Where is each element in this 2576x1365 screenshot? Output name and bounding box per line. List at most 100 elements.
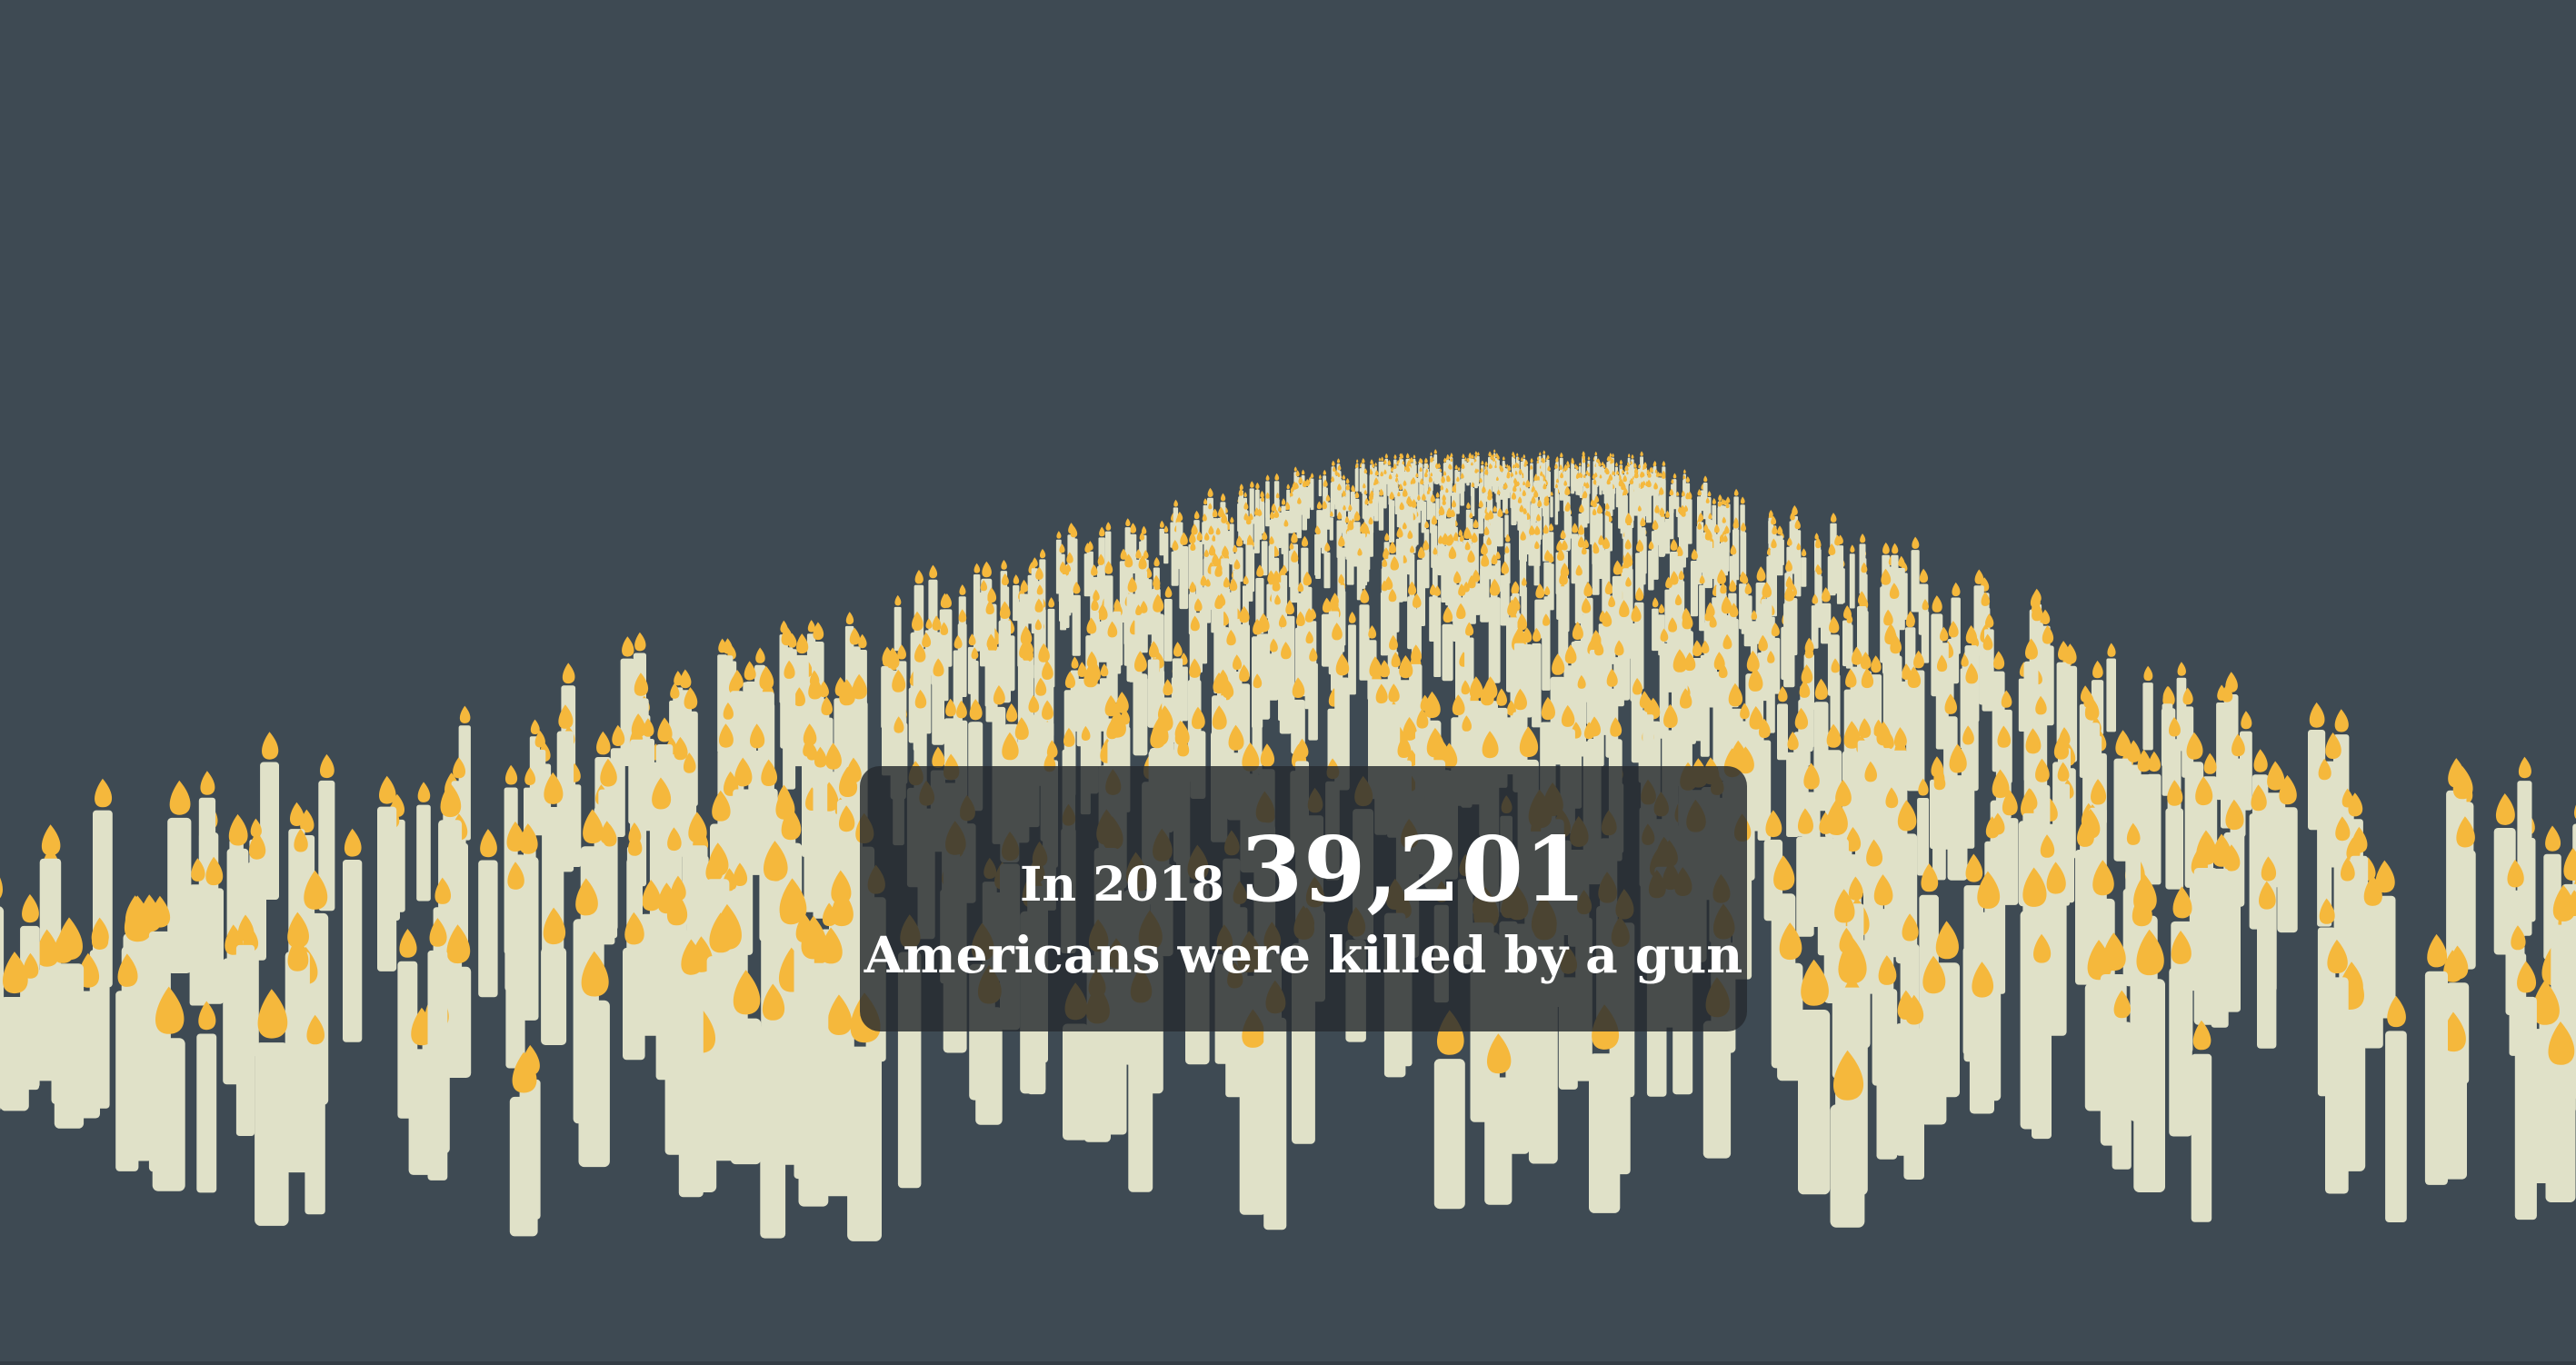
flame-icon [1289,491,1293,497]
flame-icon [1616,470,1620,475]
flame-icon [718,638,727,653]
candle [1532,627,1542,728]
flame-icon [1243,502,1249,510]
candle [1321,500,1328,554]
flame-icon [1394,477,1398,483]
candle-body [1466,463,1470,486]
candle [1574,564,1583,624]
flame-icon [1399,502,1404,511]
flame-icon [1464,456,1467,461]
candle [1906,666,1922,792]
candle [1675,491,1680,517]
flame-icon [1514,462,1518,468]
flame-icon [1001,560,1007,570]
candle-body [1321,510,1328,554]
candle-body [235,944,255,1136]
flame-icon [1546,454,1550,460]
candle [1478,500,1483,534]
flame-icon [1720,583,1727,594]
flame-icon [1615,462,1618,467]
flame-icon [1567,463,1571,468]
flame-icon [1443,457,1447,463]
candle-body [1283,527,1289,572]
flame-icon [1494,464,1497,469]
flame-icon [1265,474,1270,481]
flame-icon [1756,566,1766,582]
candle-body [1550,496,1553,518]
flame-icon [1345,483,1351,491]
flame-icon [1032,557,1038,567]
flame-icon [1425,469,1429,473]
flame-icon [1583,490,1588,498]
flame-icon [1517,496,1523,503]
flame-icon [1815,538,1822,549]
candle [1289,491,1293,533]
candle-body [1423,477,1428,501]
candle-body [1664,518,1671,554]
flame-icon [169,780,191,815]
flame-icon [399,929,417,958]
flame-icon [1513,453,1516,458]
candle [1083,543,1092,597]
candle-body [1083,553,1092,597]
flame-icon [1354,491,1360,499]
candle [1323,542,1331,589]
candle [1579,473,1583,498]
candle [2277,774,2298,933]
candle-body [1776,535,1783,576]
flame-icon [1212,508,1218,518]
flame-icon [1071,656,1079,669]
flame-icon [1630,461,1632,465]
flame-icon [1368,516,1373,525]
flame-icon [982,561,992,578]
flame-icon [1708,513,1712,520]
flame-icon [1368,625,1377,639]
flame-icon [1379,488,1384,496]
candle-body [115,991,139,1171]
candle-body [1531,503,1536,541]
flame-icon [1579,503,1584,513]
candle-body [1658,516,1665,557]
candle-body [1630,464,1632,492]
flame-icon [1456,476,1460,482]
candle-body [2165,808,2183,890]
candle-body [1777,703,1788,761]
flame-icon [1316,501,1323,510]
candle-body [427,950,448,1181]
candle-body [1253,516,1260,553]
candle-body [1599,479,1603,495]
candle [1921,599,1930,663]
candle [1464,456,1467,483]
flame-icon [1882,542,1890,554]
flame-icon [1705,497,1710,503]
candle [1373,477,1379,522]
flame-icon [1130,523,1137,533]
flame-icon [1325,494,1331,502]
candle [1423,472,1428,501]
flame-icon [200,771,215,795]
candle [1238,488,1243,541]
flame-icon [1547,465,1551,472]
flame-icon [1647,471,1652,478]
flame-icon [1243,492,1247,497]
flame-icon [1670,539,1678,551]
candle-body [1969,1001,1994,1114]
candle [1599,473,1603,495]
flame-icon [1662,472,1666,479]
flame-icon [1484,468,1489,475]
flame-icon [1013,574,1020,584]
candle [1500,561,1510,626]
flame-icon [1507,464,1512,472]
candle-body [1179,546,1189,610]
candle [1416,494,1421,523]
candle [1776,525,1783,576]
candle-body [1378,496,1384,531]
flame-icon [1446,454,1450,460]
candle [1133,651,1148,756]
flame-icon [959,584,966,595]
flame-icon [1430,493,1436,503]
flame-icon [1474,453,1478,458]
flame-icon [1535,583,1545,599]
candle [509,1051,538,1237]
candle [416,782,431,902]
